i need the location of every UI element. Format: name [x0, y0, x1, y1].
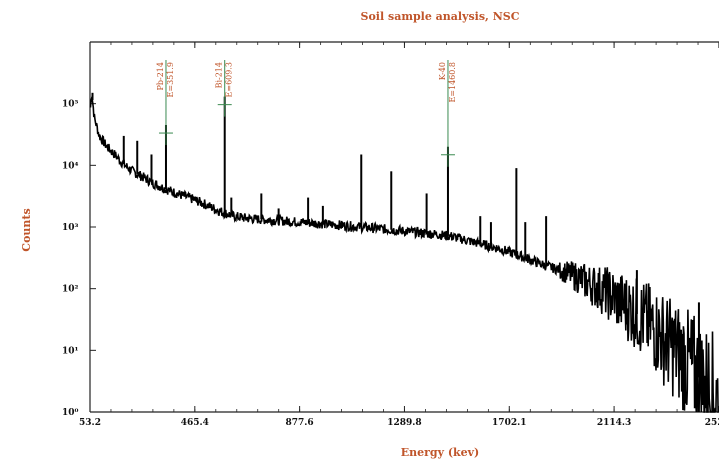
- annotation-label: K-40: [438, 62, 447, 80]
- x-tick-label: 53.2: [79, 418, 101, 428]
- spectrum-line: [89, 96, 719, 413]
- y-axis-label: Counts: [20, 208, 33, 251]
- y-tick-label: 10⁴: [62, 161, 79, 171]
- y-tick-label: 10⁰: [62, 408, 79, 418]
- x-tick-label: 2526.: [705, 418, 719, 428]
- x-tick-label: 1289.8: [387, 418, 421, 428]
- annotation-label: Pb-214: [156, 62, 165, 90]
- x-tick-label: 2114.3: [597, 418, 631, 428]
- y-tick-label: 10²: [62, 285, 79, 295]
- x-axis-label: Energy (kev): [401, 446, 480, 459]
- chart-title: Soil sample analysis, NSC: [361, 10, 520, 23]
- y-tick-label: 10¹: [62, 346, 79, 356]
- annotation-energy: E=351.9: [166, 62, 175, 97]
- y-tick-label: 10³: [62, 223, 79, 233]
- annotation-energy: E=609.3: [225, 62, 234, 97]
- x-tick-label: 465.4: [181, 418, 209, 428]
- plot-area: 53.2 465.4 877.6 1289.8 1702.1 2114.3 2526. 10⁰…: [62, 41, 719, 428]
- x-tick-label: 1702.1: [492, 418, 526, 428]
- annotation-energy: E=1460.8: [448, 62, 457, 103]
- y-tick-label: 10⁵: [62, 100, 79, 110]
- x-tick-label: 877.6: [286, 418, 314, 428]
- annotation-label: Bi-214: [215, 62, 224, 88]
